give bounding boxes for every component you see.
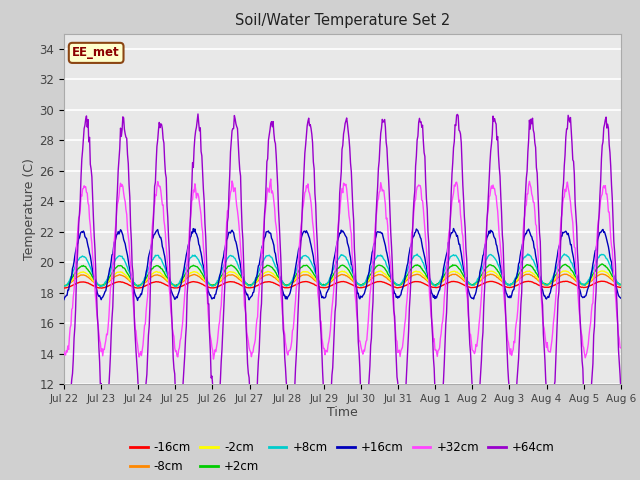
Legend: -16cm, -8cm, -2cm, +2cm, +8cm, +16cm, +32cm, +64cm: -16cm, -8cm, -2cm, +2cm, +8cm, +16cm, +3… xyxy=(125,437,559,478)
Title: Soil/Water Temperature Set 2: Soil/Water Temperature Set 2 xyxy=(235,13,450,28)
Y-axis label: Temperature (C): Temperature (C) xyxy=(24,158,36,260)
X-axis label: Time: Time xyxy=(327,407,358,420)
Text: EE_met: EE_met xyxy=(72,47,120,60)
